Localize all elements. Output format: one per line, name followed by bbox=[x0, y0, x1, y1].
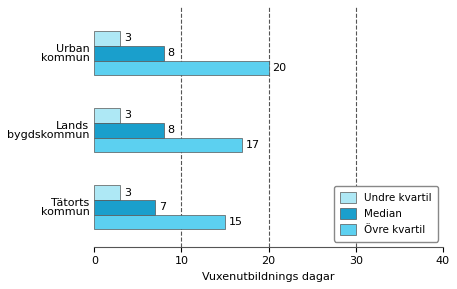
Bar bbox=[94, 60, 269, 75]
Text: 20: 20 bbox=[272, 63, 286, 73]
Text: 8: 8 bbox=[168, 125, 175, 135]
Bar bbox=[94, 123, 164, 138]
Text: 17: 17 bbox=[246, 140, 260, 150]
Text: 3: 3 bbox=[124, 34, 131, 43]
X-axis label: Vuxenutbildnings dagar: Vuxenutbildnings dagar bbox=[202, 272, 335, 282]
Bar bbox=[94, 200, 155, 215]
Text: 3: 3 bbox=[124, 188, 131, 197]
Text: 15: 15 bbox=[228, 217, 243, 227]
Bar bbox=[94, 108, 121, 123]
Bar bbox=[94, 31, 121, 46]
Bar bbox=[94, 46, 164, 60]
Text: 8: 8 bbox=[168, 48, 175, 58]
Text: 3: 3 bbox=[124, 110, 131, 121]
Text: 7: 7 bbox=[159, 202, 166, 212]
Bar bbox=[94, 215, 225, 229]
Bar bbox=[94, 138, 243, 152]
Bar bbox=[94, 185, 121, 200]
Legend: Undre kvartil, Median, Övre kvartil: Undre kvartil, Median, Övre kvartil bbox=[334, 186, 438, 242]
